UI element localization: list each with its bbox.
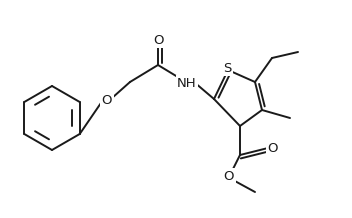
Text: O: O	[102, 94, 112, 107]
Text: S: S	[223, 61, 231, 75]
Text: O: O	[268, 141, 278, 155]
Text: O: O	[224, 170, 234, 182]
Text: NH: NH	[177, 77, 197, 90]
Text: O: O	[154, 34, 164, 46]
